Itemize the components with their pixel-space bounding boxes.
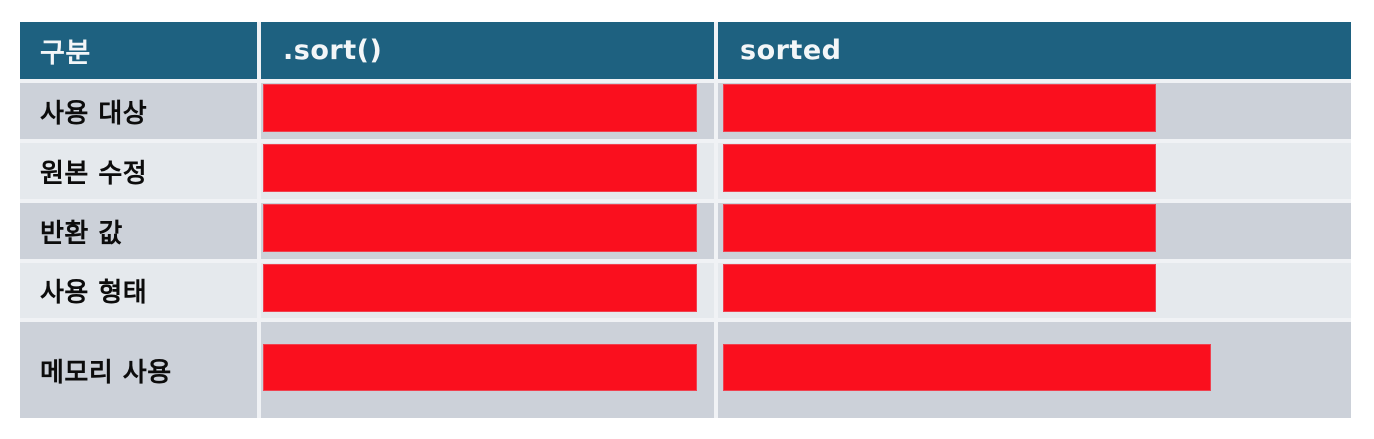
sort-comparison-table: 구분 .sort() sorted 사용 대상 원본 수정 반환 값 [20,22,1351,418]
redaction-bar [263,344,697,391]
cell-sort-usage-target [261,83,714,139]
row-label-text: 사용 형태 [40,278,148,308]
row-label-text: 메모리 사용 [40,357,172,388]
cell-sorted-modifies-original [718,143,1351,199]
header-cell-sort-method: .sort() [261,22,714,79]
row-label-modifies-original: 원본 수정 [20,143,257,199]
row-label-text: 원본 수정 [40,158,148,189]
header-cell-category: 구분 [20,22,257,79]
redaction-bar [263,144,697,192]
row-label-usage-form: 사용 형태 [20,263,257,318]
cell-sorted-memory-usage [718,322,1351,418]
redaction-bar [723,264,1156,312]
cell-sort-usage-form [261,263,714,318]
header-label-sort-method: .sort() [283,35,383,66]
row-label-memory-usage: 메모리 사용 [20,322,257,418]
row-label-text: 사용 대상 [40,98,148,129]
cell-sorted-return-value [718,203,1351,259]
row-label-usage-target: 사용 대상 [20,83,257,139]
cell-sort-modifies-original [261,143,714,199]
redaction-bar [723,144,1156,192]
redaction-bar [723,344,1211,391]
redaction-bar [263,264,697,312]
cell-sorted-usage-form [718,263,1351,318]
cell-sorted-usage-target [718,83,1351,139]
row-label-return-value: 반환 값 [20,203,257,259]
header-cell-sorted-function: sorted [718,22,1351,79]
redaction-bar [263,204,697,252]
redaction-bar [263,84,697,132]
header-label-category: 구분 [40,38,91,69]
cell-sort-return-value [261,203,714,259]
redaction-bar [723,204,1156,252]
row-label-text: 반환 값 [40,218,123,249]
redaction-bar [723,84,1156,132]
header-label-sorted-function: sorted [740,35,842,66]
cell-sort-memory-usage [261,322,714,418]
